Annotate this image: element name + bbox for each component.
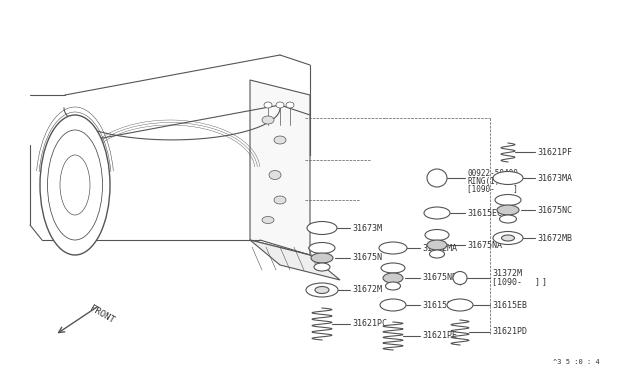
Text: 31372M: 31372M	[492, 269, 522, 279]
Ellipse shape	[286, 102, 294, 108]
Ellipse shape	[493, 231, 523, 244]
Ellipse shape	[274, 196, 286, 204]
Ellipse shape	[495, 195, 521, 205]
Text: 31673MA: 31673MA	[537, 173, 572, 183]
Ellipse shape	[424, 207, 450, 219]
Ellipse shape	[379, 242, 407, 254]
Ellipse shape	[447, 299, 473, 311]
Ellipse shape	[60, 155, 90, 215]
Text: 31621PD: 31621PD	[492, 327, 527, 337]
Ellipse shape	[380, 299, 406, 311]
Ellipse shape	[307, 221, 337, 234]
Text: 31675NB: 31675NB	[422, 273, 457, 282]
Ellipse shape	[427, 240, 447, 250]
Text: 31615EC: 31615EC	[467, 208, 502, 218]
Ellipse shape	[497, 205, 519, 215]
Text: 31675N: 31675N	[352, 253, 382, 263]
Ellipse shape	[309, 243, 335, 253]
Polygon shape	[250, 240, 340, 280]
Ellipse shape	[381, 263, 405, 273]
Text: [1090-    ]: [1090- ]	[492, 278, 547, 286]
Ellipse shape	[306, 283, 338, 297]
Text: ^3 5 :0 : 4: ^3 5 :0 : 4	[553, 359, 600, 365]
Polygon shape	[250, 80, 310, 255]
Text: 31621PE: 31621PE	[422, 331, 457, 340]
Ellipse shape	[269, 170, 281, 180]
Ellipse shape	[311, 253, 333, 263]
Ellipse shape	[276, 102, 284, 108]
Ellipse shape	[264, 102, 272, 108]
Ellipse shape	[274, 136, 286, 144]
Text: 31672MB: 31672MB	[537, 234, 572, 243]
Ellipse shape	[429, 250, 445, 258]
Ellipse shape	[47, 130, 102, 240]
Text: 31621PC: 31621PC	[352, 320, 387, 328]
Ellipse shape	[262, 116, 274, 124]
Text: 31615ED: 31615ED	[422, 301, 457, 310]
Ellipse shape	[493, 171, 523, 185]
Text: 31672MA: 31672MA	[422, 244, 457, 253]
Ellipse shape	[315, 286, 329, 294]
Text: 31675NC: 31675NC	[537, 205, 572, 215]
Ellipse shape	[385, 282, 401, 290]
Ellipse shape	[453, 272, 467, 285]
Text: 31615EB: 31615EB	[492, 301, 527, 310]
Text: 31672M: 31672M	[352, 285, 382, 295]
Text: 31675NA: 31675NA	[467, 241, 502, 250]
Ellipse shape	[262, 217, 274, 224]
Ellipse shape	[499, 215, 516, 223]
Text: RING(1): RING(1)	[467, 176, 499, 186]
Ellipse shape	[502, 235, 515, 241]
Ellipse shape	[425, 230, 449, 241]
Ellipse shape	[40, 115, 110, 255]
Text: 31621PF: 31621PF	[537, 148, 572, 157]
Ellipse shape	[314, 263, 330, 271]
Ellipse shape	[383, 273, 403, 283]
Text: FRONT: FRONT	[88, 304, 116, 326]
Ellipse shape	[427, 169, 447, 187]
Text: ]: ]	[535, 278, 540, 286]
Text: 31673M: 31673M	[352, 224, 382, 232]
Text: 00922-50400: 00922-50400	[467, 169, 518, 177]
Text: [1090-    ]: [1090- ]	[467, 185, 518, 193]
